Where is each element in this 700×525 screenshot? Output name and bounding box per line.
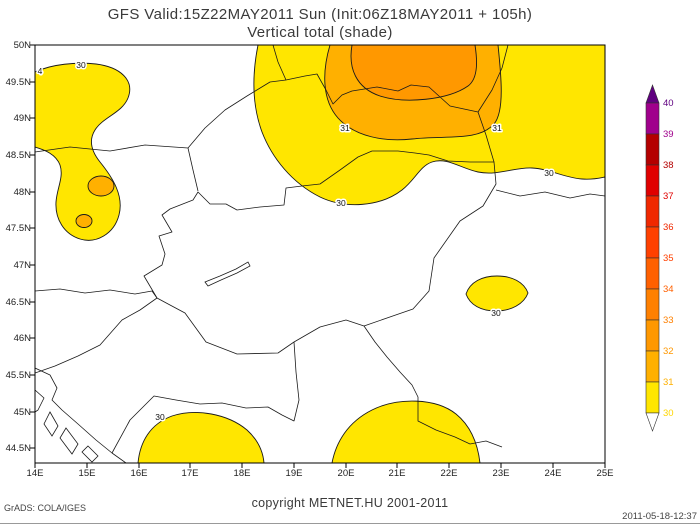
map-area: 50N 49.5N 49N 48.5N 48N 47.5N 47N 46.5N … (6, 40, 614, 479)
colorbar-top-arrow (645, 84, 660, 104)
colorbar-segment (645, 319, 660, 352)
border-croatia-bosnia-serbia (111, 341, 300, 454)
border-austria-slovakia (187, 147, 199, 192)
y-axis-label: 45.5N (6, 370, 31, 381)
island (81, 445, 99, 463)
y-axis-label: 48N (14, 187, 32, 198)
colorbar-labels: 40 39 38 37 36 35 34 33 32 31 30 (663, 98, 674, 419)
border-czech-austria (35, 144, 189, 153)
colorbar-label: 39 (663, 129, 674, 140)
contour-label: 30 (336, 198, 346, 208)
y-axis-label: 47.5N (6, 223, 31, 234)
border-czech-poland (272, 45, 287, 81)
orange-spot-west-1 (87, 175, 115, 197)
colorbar-label: 30 (663, 408, 674, 419)
colorbar-bottom-arrow (645, 412, 660, 432)
x-axis-label: 14E (27, 468, 44, 479)
border-poland-ukraine (477, 45, 509, 113)
colorbar-label: 37 (663, 191, 674, 202)
x-axis-label: 16E (131, 468, 148, 479)
orange-spot-west-2 (75, 214, 93, 228)
y-axis: 50N 49.5N 49N 48.5N 48N 47.5N 47N 46.5N … (6, 40, 31, 454)
x-axis-label: 20E (338, 468, 355, 479)
colorbar-segment (645, 195, 660, 228)
axis-ticks (30, 44, 606, 468)
colorbar-label: 33 (663, 315, 674, 326)
coast-istria (35, 389, 45, 413)
x-axis: 14E 15E 16E 17E 18E 19E 20E 21E 22E 23E … (27, 468, 614, 479)
shade-region-northwest (35, 62, 131, 241)
y-axis-label: 45N (14, 407, 32, 418)
border-slovakia-poland (285, 73, 479, 113)
contour-label: 31 (340, 123, 350, 133)
colorbar-label: 38 (663, 160, 674, 171)
map-frame (34, 44, 606, 464)
y-axis-label: 47N (14, 260, 32, 271)
x-axis-label: 25E (597, 468, 614, 479)
y-axis-label: 44.5N (6, 443, 31, 454)
border-slovenia-croatia (35, 297, 158, 374)
shade-oval-east (465, 275, 529, 312)
contour-label: 30 (155, 412, 165, 422)
island (59, 427, 79, 455)
colorbar-segment (645, 257, 660, 290)
colorbar-segment (645, 102, 660, 135)
timestamp-text: 2011-05-18-12:37 (622, 511, 697, 522)
y-axis-label: 46N (14, 333, 32, 344)
x-axis-label: 22E (441, 468, 458, 479)
grads-credit: GrADS: COLA/IGES (4, 503, 86, 513)
border-hungary-outline (143, 150, 497, 355)
shade-blob-south-west (137, 412, 265, 463)
border-slovakia-ukraine (477, 111, 495, 163)
colorbar-segment (645, 288, 660, 321)
y-axis-label: 46.5N (6, 297, 31, 308)
colorbar-label: 31 (663, 377, 674, 388)
chart-title-line1: GFS Valid:15Z22MAY2011 Sun (Init:06Z18MA… (108, 6, 533, 23)
x-axis-label: 21E (389, 468, 406, 479)
colorbar-label: 40 (663, 98, 674, 109)
border-czech-slovakia (187, 79, 287, 149)
colorbar-label: 34 (663, 284, 674, 295)
shade-core-32 (350, 45, 478, 101)
colorbar-segment (645, 226, 660, 259)
colorbar-segment (645, 350, 660, 383)
contour-label: 30 (76, 60, 86, 70)
y-axis-label: 49.5N (6, 77, 31, 88)
x-axis-label: 17E (182, 468, 199, 479)
map-clip-group (35, 45, 605, 463)
colorbar-label: 32 (663, 346, 674, 357)
contour-label: 30 (491, 308, 501, 318)
x-axis-label: 19E (286, 468, 303, 479)
colorbar-segment (645, 164, 660, 197)
x-axis-label: 24E (545, 468, 562, 479)
x-axis-label: 18E (234, 468, 251, 479)
coast-main (35, 367, 127, 463)
contour-label: 31 (492, 123, 502, 133)
border-austria-slovenia (35, 288, 158, 299)
colorbar-segment (645, 133, 660, 166)
border-serbia-romania (363, 325, 503, 448)
colorbar-label: 35 (663, 253, 674, 264)
copyright-text: copyright METNET.HU 2001-2011 (252, 496, 449, 510)
colorbar-label: 36 (663, 222, 674, 233)
y-axis-label: 48.5N (6, 150, 31, 161)
border-ukraine-romania (495, 189, 605, 199)
y-axis-label: 49N (14, 113, 32, 124)
colorbar-segment (645, 381, 660, 414)
country-borders (35, 45, 605, 454)
chart-title-line2: Vertical total (shade) (247, 24, 393, 41)
y-axis-label: 50N (14, 40, 32, 51)
lake-balaton (204, 261, 251, 287)
contour-labels: 4 30 31 31 30 30 30 30 (36, 59, 555, 424)
colorbar: 40 39 38 37 36 35 34 33 32 31 30 (645, 84, 674, 432)
coastline (35, 367, 127, 463)
contour-label: 30 (544, 168, 554, 178)
contour-label: 4 (38, 66, 43, 76)
x-axis-label: 15E (79, 468, 96, 479)
shade-blob-south-central (331, 400, 481, 463)
x-axis-label: 23E (493, 468, 510, 479)
island (43, 411, 59, 437)
